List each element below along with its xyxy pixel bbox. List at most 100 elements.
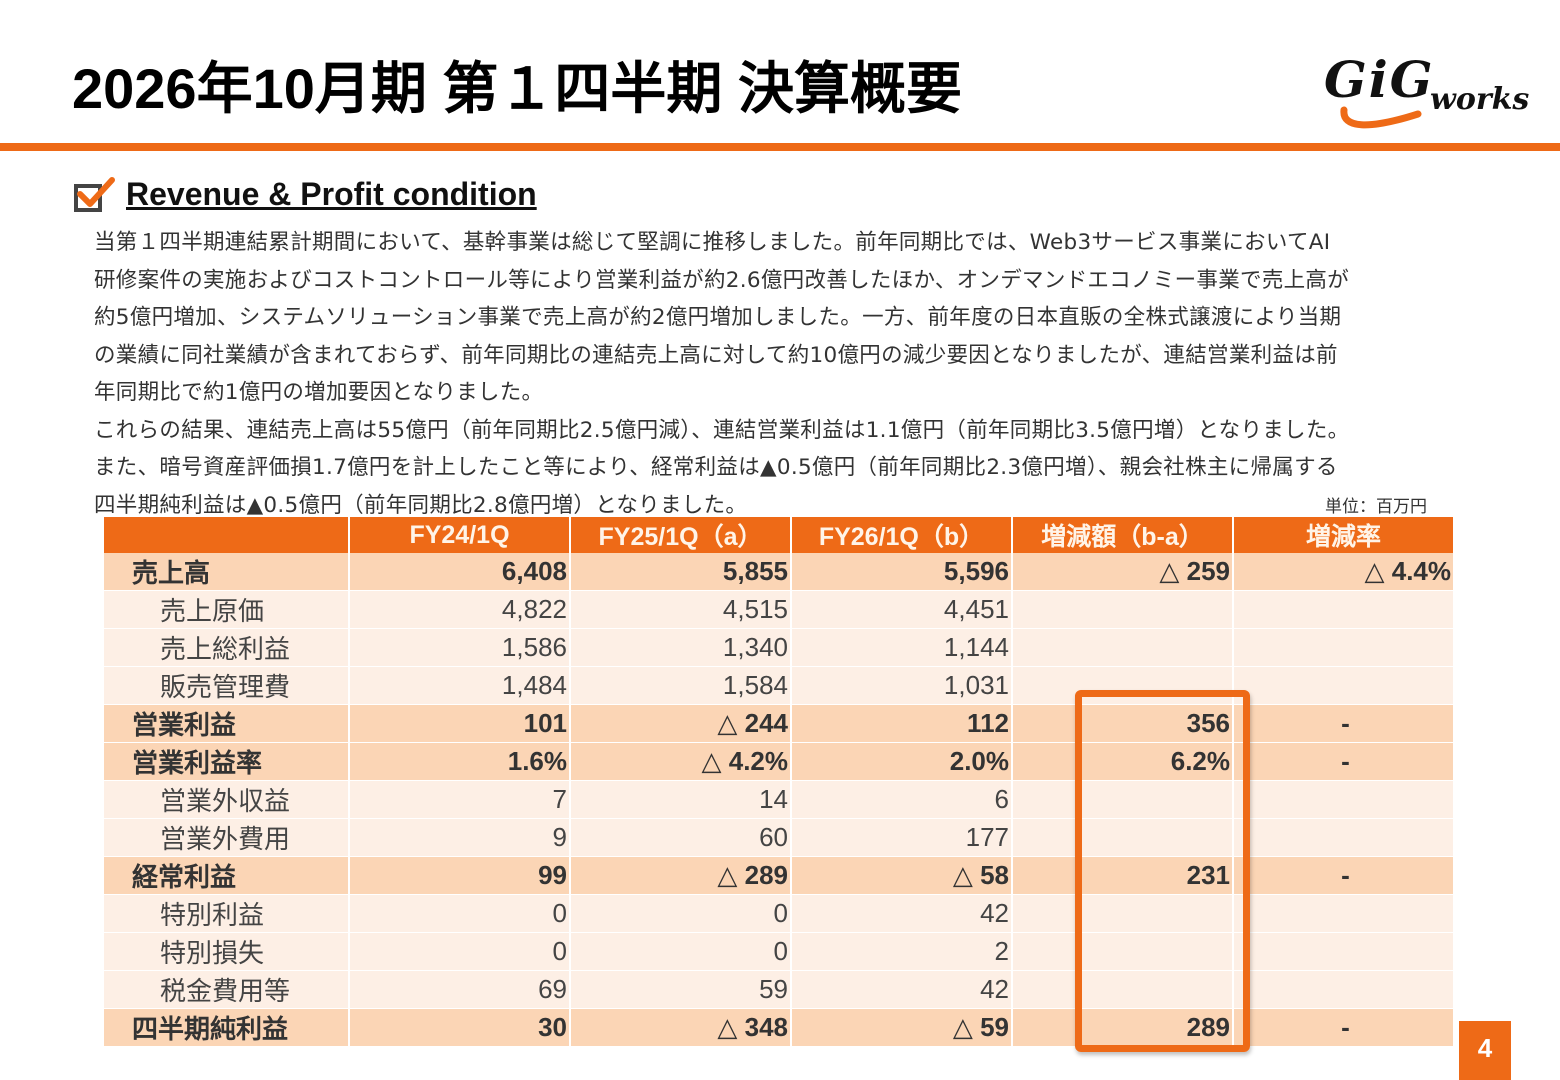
row-label: 特別損失 <box>104 932 350 971</box>
row-label: 税金費用等 <box>104 970 350 1009</box>
table-row: 特別損失 0 0 2 <box>104 932 1455 971</box>
page-number: 4 <box>1459 1021 1511 1080</box>
cell-fy26: 177 <box>791 818 1013 857</box>
highlight-box <box>1075 690 1250 1052</box>
cell-fy24: 0 <box>349 894 571 933</box>
cell-fy26: 2.0% <box>791 742 1013 781</box>
cell-rate <box>1233 970 1455 1009</box>
row-label: 特別利益 <box>104 894 350 933</box>
cell-diff: 231 <box>1012 856 1234 895</box>
row-label: 売上原価 <box>104 590 350 629</box>
checkbox-checked-icon <box>74 176 115 212</box>
cell-diff: 6.2% <box>1012 742 1234 781</box>
table-row: 税金費用等 69 59 42 <box>104 970 1455 1009</box>
cell-fy24: 1,586 <box>349 628 571 667</box>
summary-line: 当第１四半期連結累計期間において、基幹事業は総じて堅調に推移しました。前年同期比… <box>94 230 1331 255</box>
cell-fy25: △ 289 <box>570 856 792 895</box>
cell-fy24: 0 <box>349 932 571 971</box>
summary-line: 四半期純利益は▲0.5億円（前年同期比2.8億円増）となりました。 <box>94 492 748 518</box>
cell-fy24: 1,484 <box>349 666 571 705</box>
cell-fy24: 99 <box>349 856 571 895</box>
cell-fy24: 69 <box>349 970 571 1009</box>
cell-rate <box>1233 818 1455 857</box>
cell-diff <box>1012 628 1234 667</box>
cell-rate <box>1233 666 1455 705</box>
cell-fy26: 2 <box>791 932 1013 971</box>
cell-fy25: 0 <box>570 894 792 933</box>
table-row: 営業利益 101 △ 244 112 356 - <box>104 704 1455 743</box>
cell-fy24: 9 <box>349 818 571 857</box>
cell-fy26: 112 <box>791 704 1013 743</box>
cell-fy25: 60 <box>570 818 792 857</box>
column-header: FY25/1Q（a） <box>570 517 792 553</box>
logo-main-text: GiG <box>1324 50 1435 109</box>
cell-fy26: 42 <box>791 894 1013 933</box>
table-row: 営業外収益 7 14 6 <box>104 780 1455 819</box>
row-label: 経常利益 <box>104 856 350 895</box>
cell-rate: - <box>1233 704 1455 743</box>
cell-fy26: 5,596 <box>791 553 1013 591</box>
cell-fy24: 101 <box>349 704 571 743</box>
table-row: 売上原価 4,822 4,515 4,451 <box>104 590 1455 629</box>
cell-diff <box>1012 894 1234 933</box>
cell-fy26: 6 <box>791 780 1013 819</box>
cell-fy26: △ 58 <box>791 856 1013 895</box>
summary-line: また、暗号資産評価損1.7億円を計上したこと等により、経常利益は▲0.5億円（前… <box>94 455 1338 480</box>
cell-fy26: 1,031 <box>791 666 1013 705</box>
cell-rate <box>1233 894 1455 933</box>
cell-fy24: 6,408 <box>349 553 571 591</box>
cell-fy26: 4,451 <box>791 590 1013 629</box>
column-header: FY26/1Q（b） <box>791 517 1013 553</box>
cell-diff: 289 <box>1012 1008 1234 1047</box>
table-row: 経常利益 99 △ 289 △ 58 231 - <box>104 856 1455 895</box>
cell-rate: - <box>1233 1008 1455 1047</box>
column-header <box>104 517 350 553</box>
cell-fy24: 30 <box>349 1008 571 1047</box>
table-row: 四半期純利益 30 △ 348 △ 59 289 - <box>104 1008 1455 1047</box>
cell-fy25: 1,584 <box>570 666 792 705</box>
summary-paragraph: 当第１四半期連結累計期間において、基幹事業は総じて堅調に推移しました。前年同期比… <box>94 224 1484 524</box>
cell-diff <box>1012 666 1234 705</box>
cell-rate: - <box>1233 856 1455 895</box>
summary-line: これらの結果、連結売上高は55億円（前年同期比2.5億円減）、連結営業利益は1.… <box>94 417 1350 443</box>
cell-fy25: 14 <box>570 780 792 819</box>
cell-rate <box>1233 590 1455 629</box>
cell-diff: 356 <box>1012 704 1234 743</box>
row-label: 四半期純利益 <box>104 1008 350 1047</box>
cell-fy26: △ 59 <box>791 1008 1013 1047</box>
logo-sub-text: works <box>1430 82 1530 117</box>
table-row: 特別利益 0 0 42 <box>104 894 1455 933</box>
cell-fy24: 1.6% <box>349 742 571 781</box>
column-header: FY24/1Q <box>349 517 571 553</box>
company-logo: GiG works <box>1318 48 1529 138</box>
cell-diff <box>1012 590 1234 629</box>
table-row: 営業外費用 9 60 177 <box>104 818 1455 857</box>
row-label: 営業利益率 <box>104 742 350 781</box>
summary-line: 約5億円増加、システムソリューション事業で売上高が約2億円増加しました。一方、前… <box>94 305 1342 330</box>
cell-diff <box>1012 932 1234 971</box>
cell-diff <box>1012 780 1234 819</box>
header-divider <box>0 143 1560 151</box>
section-heading: Revenue & Profit condition <box>74 176 537 213</box>
cell-fy26: 1,144 <box>791 628 1013 667</box>
cell-fy25: 1,340 <box>570 628 792 667</box>
page-title: 2026年10月期 第１四半期 決算概要 <box>72 57 962 120</box>
row-label: 売上総利益 <box>104 628 350 667</box>
cell-diff <box>1012 970 1234 1009</box>
cell-rate: △ 4.4% <box>1233 553 1455 591</box>
cell-fy26: 42 <box>791 970 1013 1009</box>
table-header-row: FY24/1Q FY25/1Q（a） FY26/1Q（b） 増減額（b-a） 増… <box>104 517 1455 553</box>
section-title: Revenue & Profit condition <box>126 176 537 212</box>
cell-fy25: △ 244 <box>570 704 792 743</box>
table-row: 売上高 6,408 5,855 5,596 △ 259 △ 4.4% <box>104 553 1455 591</box>
table-row: 営業利益率 1.6% △ 4.2% 2.0% 6.2% - <box>104 742 1455 781</box>
unit-label: 単位：百万円 <box>1325 497 1427 517</box>
summary-line: の業績に同社業績が含まれておらず、前年同期比の連結売上高に対して約10億円の減少… <box>94 342 1338 368</box>
row-label: 営業外費用 <box>104 818 350 857</box>
cell-diff <box>1012 818 1234 857</box>
row-label: 営業外収益 <box>104 780 350 819</box>
row-label: 売上高 <box>104 553 350 591</box>
cell-fy25: 4,515 <box>570 590 792 629</box>
cell-fy25: 5,855 <box>570 553 792 591</box>
table-row: 販売管理費 1,484 1,584 1,031 <box>104 666 1455 705</box>
